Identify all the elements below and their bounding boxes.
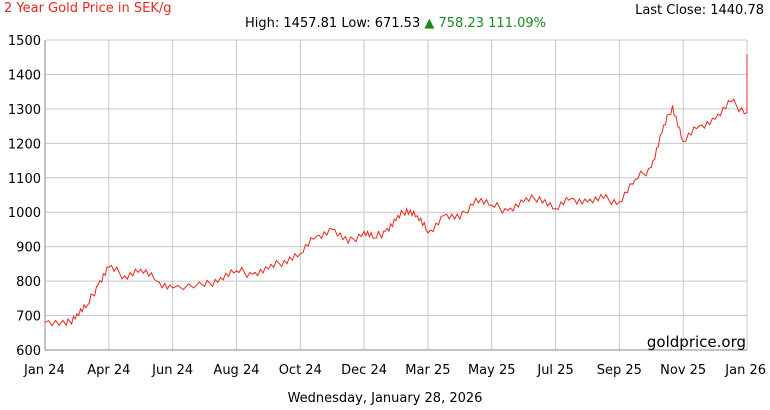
y-tick-label: 1200: [8, 137, 41, 152]
x-tick-label: Jul 25: [536, 363, 573, 378]
x-tick-label: Dec 24: [341, 363, 387, 378]
x-tick-label: Nov 25: [660, 363, 706, 378]
last-close-value: 1440.78: [710, 3, 764, 18]
y-tick-label: 600: [16, 344, 41, 359]
x-tick-label: Jan 24: [23, 363, 65, 378]
y-tick-label: 1000: [8, 206, 41, 221]
y-tick-label: 1300: [8, 103, 41, 118]
low-label: Low:: [341, 16, 371, 31]
y-tick-label: 1400: [8, 68, 41, 83]
x-tick-label: Oct 24: [279, 363, 322, 378]
change-value: 758.23: [438, 16, 485, 31]
series-line: [44, 54, 748, 327]
x-tick-label: Mar 25: [405, 363, 450, 378]
last-close: Last Close: 1440.78: [635, 3, 764, 18]
x-tick-label: Aug 24: [213, 363, 259, 378]
last-close-label: Last Close:: [635, 3, 707, 18]
x-tick-label: Jan 26: [724, 363, 766, 378]
change-up-arrow-icon: ▲: [424, 16, 435, 31]
y-tick-label: 1500: [8, 34, 41, 49]
high-value: 1457.81: [283, 16, 338, 31]
y-tick-label: 800: [16, 275, 41, 290]
y-tick-label: 1100: [8, 172, 41, 187]
y-tick-label: 700: [16, 310, 41, 325]
watermark: goldprice.org: [646, 333, 746, 351]
y-tick-label: 900: [16, 241, 41, 256]
x-tick-label: Jun 24: [151, 363, 193, 378]
low-value: 671.53: [374, 16, 421, 31]
chart-title: 2 Year Gold Price in SEK/g: [4, 1, 172, 16]
price-stats: High: 1457.81 Low: 671.53 ▲ 758.23 111.0…: [245, 16, 546, 31]
x-tick-label: Apr 24: [87, 363, 130, 378]
footer-date: Wednesday, January 28, 2026: [287, 391, 483, 406]
x-tick-label: May 25: [468, 363, 516, 378]
x-tick-label: Sep 25: [597, 363, 642, 378]
change-percent: 111.09%: [488, 16, 546, 31]
high-label: High:: [245, 16, 280, 31]
